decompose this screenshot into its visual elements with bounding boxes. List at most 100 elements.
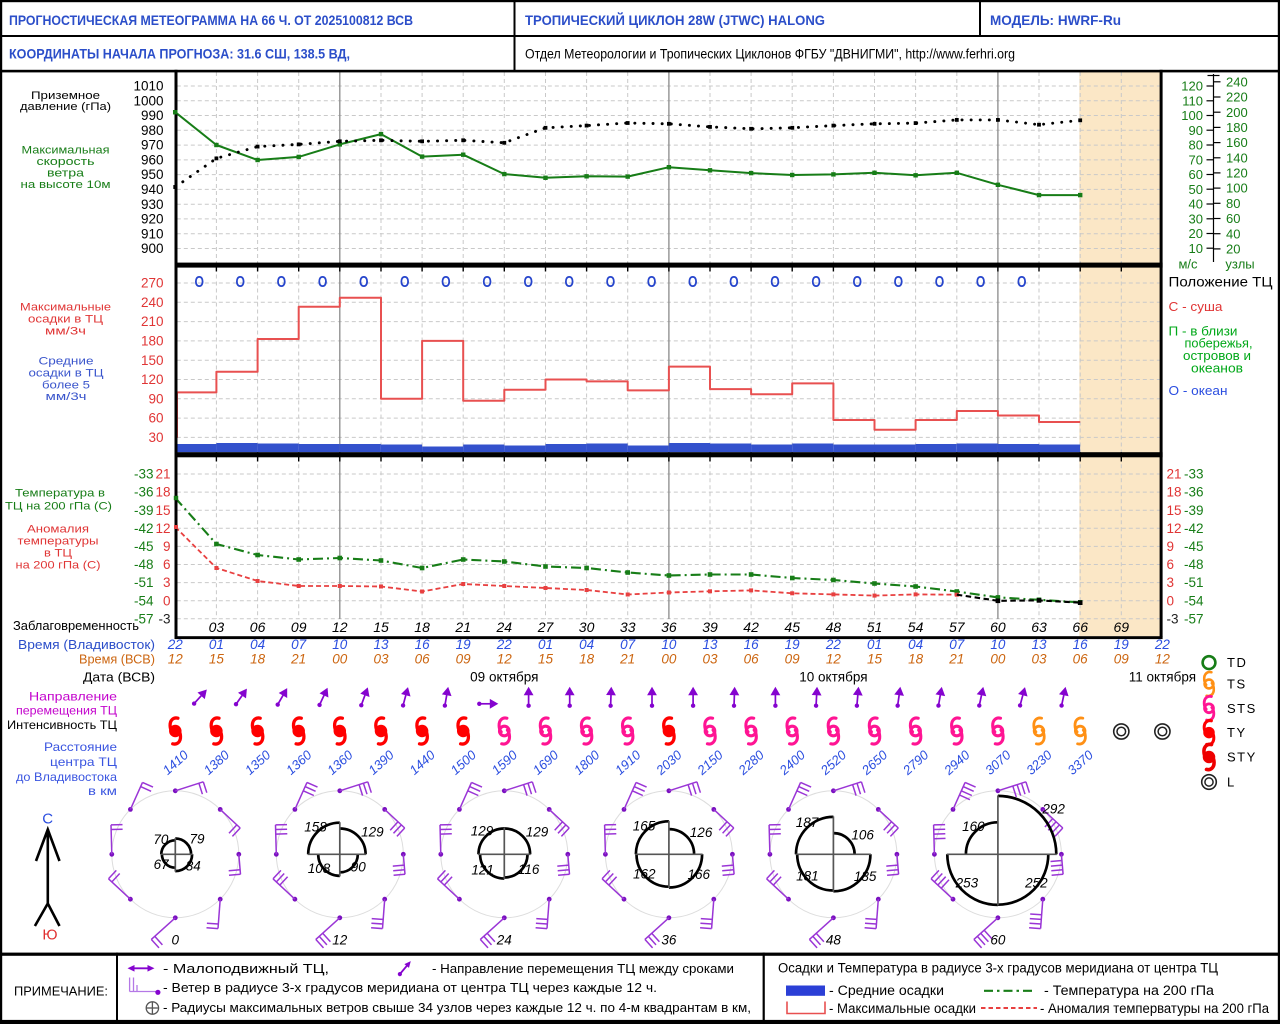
svg-text:01: 01 [538, 637, 553, 652]
svg-text:перемещения ТЦ: перемещения ТЦ [16, 704, 117, 718]
svg-text:- Температура на 200 гПа: - Температура на 200 гПа [1044, 983, 1215, 998]
svg-text:O: O [729, 274, 739, 291]
svg-text:960: 960 [141, 153, 164, 168]
svg-text:39: 39 [702, 619, 718, 635]
svg-text:O: O [236, 274, 246, 291]
svg-text:19: 19 [456, 637, 472, 652]
svg-text:06: 06 [744, 651, 760, 666]
svg-text:МОДЕЛЬ: HWRF-Ru: МОДЕЛЬ: HWRF-Ru [990, 12, 1121, 28]
svg-text:165: 165 [633, 818, 656, 833]
svg-text:-57: -57 [1184, 611, 1204, 626]
svg-text:O: O [194, 274, 204, 291]
svg-text:21: 21 [454, 619, 471, 635]
svg-text:-3: -3 [158, 611, 170, 626]
svg-text:20: 20 [1226, 242, 1240, 257]
svg-text:O: O [441, 274, 451, 291]
svg-text:30: 30 [148, 430, 163, 445]
svg-text:13: 13 [1031, 637, 1047, 652]
svg-text:О - океан: О - океан [1169, 383, 1228, 398]
svg-text:12: 12 [168, 651, 184, 666]
svg-text:O: O [976, 274, 986, 291]
svg-text:70: 70 [153, 832, 169, 847]
svg-text:09: 09 [456, 651, 472, 666]
svg-text:Расстояние: Расстояние [44, 740, 117, 754]
svg-text:-36: -36 [1184, 485, 1204, 500]
svg-text:-48: -48 [134, 557, 154, 572]
svg-text:45: 45 [784, 619, 800, 635]
svg-text:42: 42 [743, 619, 759, 635]
svg-text:00: 00 [990, 651, 1006, 666]
svg-text:- Ветер в радиусе 3-х градусов: - Ветер в радиусе 3-х градусов меридиана… [163, 980, 657, 995]
svg-text:- Направление перемещения ТЦ м: - Направление перемещения ТЦ между срока… [432, 961, 734, 976]
svg-text:20: 20 [1189, 226, 1203, 241]
svg-text:04: 04 [908, 637, 923, 652]
svg-text:160: 160 [1226, 135, 1248, 150]
svg-text:166: 166 [688, 867, 711, 882]
svg-text:121: 121 [471, 862, 494, 877]
svg-text:O: O [400, 274, 410, 291]
svg-text:66: 66 [1072, 619, 1088, 635]
svg-text:03: 03 [1031, 651, 1047, 666]
svg-text:54: 54 [908, 619, 924, 635]
svg-text:18: 18 [908, 651, 924, 666]
svg-text:O: O [770, 274, 780, 291]
svg-text:06: 06 [250, 619, 266, 635]
svg-text:180: 180 [1226, 120, 1248, 135]
svg-text:80: 80 [1226, 196, 1240, 211]
svg-text:на высоте 10м: на высоте 10м [21, 179, 111, 191]
svg-text:12: 12 [1155, 651, 1171, 666]
svg-text:22: 22 [496, 637, 513, 652]
svg-text:950: 950 [141, 167, 164, 182]
svg-text:10: 10 [990, 637, 1006, 652]
svg-text:09 октября: 09 октября [470, 669, 538, 684]
svg-text:ветра: ветра [47, 168, 85, 180]
svg-text:120: 120 [1226, 166, 1248, 181]
svg-text:13: 13 [373, 637, 389, 652]
svg-text:900: 900 [141, 241, 164, 256]
svg-text:O: O [606, 274, 616, 291]
svg-text:40: 40 [1226, 226, 1240, 241]
svg-text:158: 158 [304, 819, 327, 834]
svg-text:3: 3 [1167, 575, 1175, 590]
svg-text:10: 10 [332, 637, 348, 652]
svg-text:КООРДИНАТЫ НАЧАЛА ПРОГНОЗА: 3: КООРДИНАТЫ НАЧАЛА ПРОГНОЗА: 31.6 СШ, 138… [9, 46, 350, 62]
svg-text:910: 910 [141, 226, 164, 241]
svg-text:70: 70 [1189, 152, 1203, 167]
svg-text:940: 940 [141, 182, 164, 197]
svg-text:15: 15 [209, 651, 225, 666]
svg-text:930: 930 [141, 197, 164, 212]
svg-text:129: 129 [471, 824, 494, 839]
svg-text:Интенсивность ТЦ: Интенсивность ТЦ [7, 718, 117, 732]
svg-text:O: O [482, 274, 492, 291]
svg-text:210: 210 [141, 314, 164, 329]
svg-text:STY: STY [1227, 750, 1257, 765]
svg-text:Аномалия: Аномалия [27, 524, 89, 536]
svg-text:120: 120 [141, 372, 164, 387]
svg-text:- Радиусы максимальных ветров: - Радиусы максимальных ветров свыше 34 у… [163, 1000, 751, 1015]
svg-text:-45: -45 [1184, 539, 1204, 554]
svg-text:100: 100 [1226, 181, 1248, 196]
svg-text:19: 19 [1114, 637, 1130, 652]
svg-text:-45: -45 [134, 539, 154, 554]
svg-text:побережья,: побережья, [1185, 336, 1253, 351]
svg-text:12: 12 [1167, 521, 1182, 536]
svg-text:920: 920 [141, 212, 164, 227]
svg-text:07: 07 [949, 637, 965, 652]
svg-text:давление (гПа): давление (гПа) [20, 101, 111, 113]
svg-text:Заблаговременность: Заблаговременность [13, 619, 139, 633]
svg-text:129: 129 [526, 825, 549, 840]
svg-text:П - в близи: П - в близи [1169, 323, 1238, 338]
svg-text:16: 16 [744, 637, 760, 652]
svg-text:04: 04 [250, 637, 265, 652]
svg-text:-51: -51 [134, 575, 154, 590]
svg-text:09: 09 [785, 651, 801, 666]
svg-text:21: 21 [155, 467, 170, 482]
svg-text:10: 10 [661, 637, 677, 652]
svg-text:0: 0 [1167, 593, 1175, 608]
svg-text:108: 108 [308, 861, 331, 876]
svg-text:18: 18 [579, 651, 595, 666]
svg-text:Направление: Направление [29, 690, 117, 704]
svg-text:21: 21 [619, 651, 635, 666]
svg-text:островов и: островов и [1183, 348, 1251, 363]
svg-text:-39: -39 [134, 503, 154, 518]
